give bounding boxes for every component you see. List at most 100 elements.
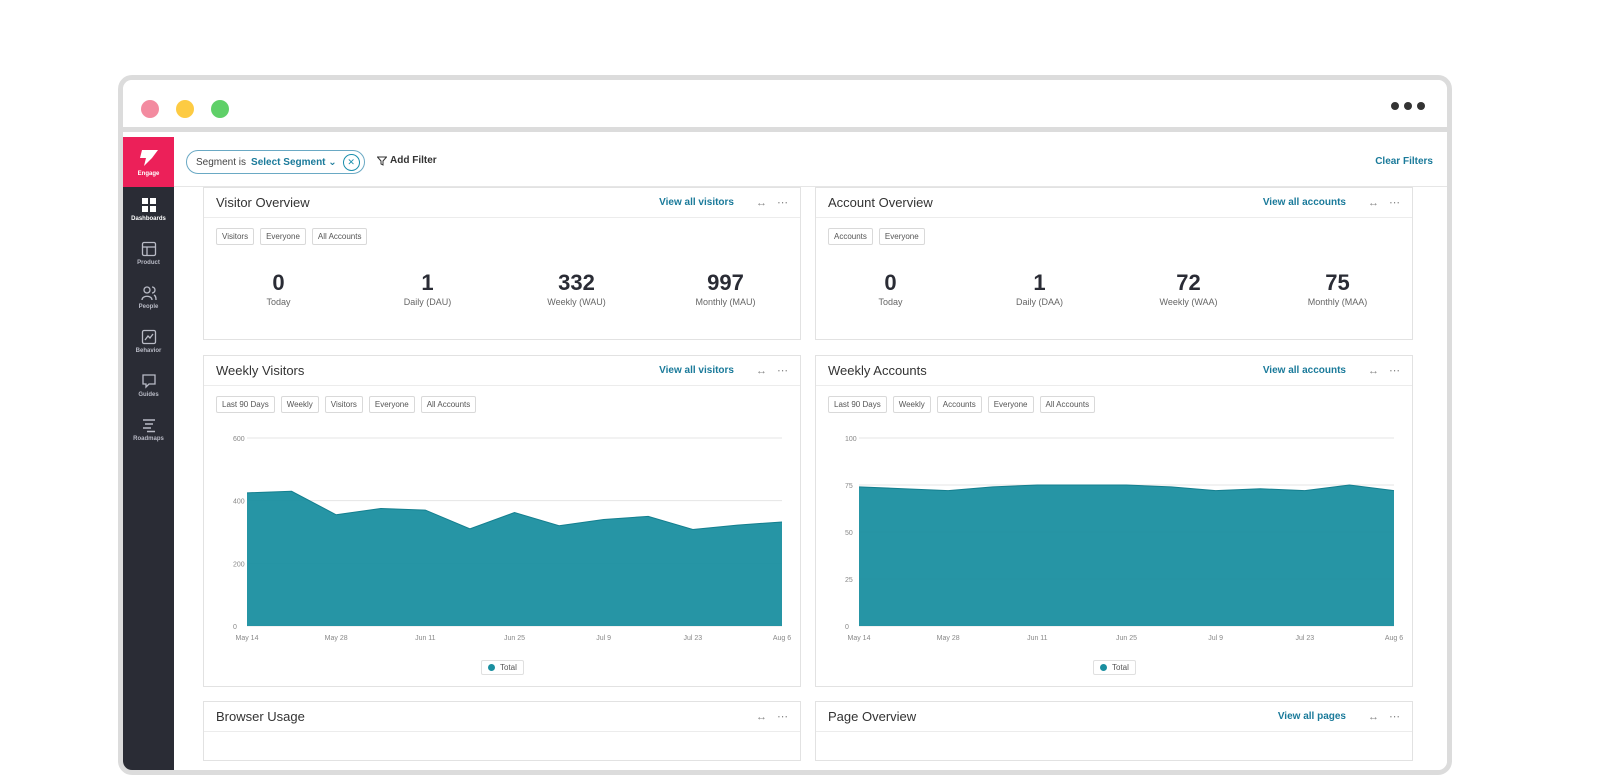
more-options-icon[interactable]: ⋯ (1389, 365, 1400, 377)
card-title: Page Overview (828, 709, 917, 724)
tag: Last 90 Days (216, 396, 275, 413)
x-tick-label: May 28 (325, 635, 348, 642)
page-overview-card: Page Overview View all pages ↔ ⋯ (815, 701, 1413, 761)
more-options-icon[interactable]: ⋯ (1389, 197, 1400, 209)
roadmaps-icon (142, 418, 155, 432)
card-title: Weekly Accounts (828, 363, 927, 378)
metric-value: 75 (1325, 270, 1350, 295)
filter-bar: Segment is Select Segment ⌄ ✕ Add Filter… (174, 137, 1447, 187)
y-tick-label: 50 (845, 530, 853, 537)
maximize-window-button[interactable] (211, 100, 229, 118)
series-area-total (247, 491, 782, 626)
add-filter-label: Add Filter (390, 155, 437, 166)
x-tick-label: Jul 9 (596, 635, 611, 642)
x-tick-label: Aug 6 (773, 635, 791, 642)
add-filter-button[interactable]: Add Filter (377, 155, 437, 166)
remove-segment-button[interactable]: ✕ (342, 153, 360, 171)
legend-marker (1100, 664, 1107, 671)
metric-value: 1 (1033, 270, 1046, 295)
expand-icon[interactable]: ↔ (1368, 710, 1379, 723)
view-all-visitors-link[interactable]: View all visitors (659, 365, 734, 376)
more-options-icon[interactable]: ⋯ (1389, 711, 1400, 723)
view-all-pages-link[interactable]: View all pages (1277, 711, 1346, 722)
view-all-accounts-link[interactable]: View all accounts (1262, 365, 1346, 376)
x-tick-label: Jun 11 (415, 635, 436, 642)
view-all-visitors-link[interactable]: View all visitors (659, 197, 734, 208)
sidebar-item-product[interactable]: Product (123, 231, 174, 275)
x-tick-label: Aug 6 (1385, 635, 1403, 642)
metric-monthly: 997 Monthly (MAU) (651, 270, 800, 308)
tag: Weekly (280, 396, 319, 413)
more-options-icon[interactable]: ⋯ (777, 197, 788, 209)
metric-label: Weekly (WAU) (547, 297, 606, 307)
metric-value: 72 (1176, 270, 1201, 295)
expand-icon[interactable]: ↔ (1368, 196, 1379, 209)
browser-window: Engage Dashboards Product People Behavio… (118, 75, 1452, 775)
select-segment-label: Select Segment (251, 156, 326, 168)
tag: All Accounts (311, 228, 368, 245)
legend-label: Total (500, 663, 517, 672)
card-header: Page Overview View all pages ↔ ⋯ (816, 702, 1412, 732)
filter-tags: Last 90 Days Weekly Visitors Everyone Al… (204, 386, 800, 413)
sidebar-item-behavior[interactable]: Behavior (123, 319, 174, 363)
card-header: Weekly Visitors View all visitors ↔ ⋯ (204, 356, 800, 386)
tag: All Accounts (420, 396, 477, 413)
card-header: Browser Usage ↔ ⋯ (204, 702, 800, 732)
weekly-visitors-chart: 0 200 400 600 May 14 May 28 Jun 11 Jun 25 Jul 9 J… (233, 436, 791, 642)
sidebar-item-label: Dashboards (131, 215, 166, 222)
metric-daily: 1 Daily (DAU) (353, 270, 502, 308)
tag: Weekly (892, 396, 931, 413)
sidebar-item-people[interactable]: People (123, 275, 174, 319)
series-area-total (859, 485, 1394, 626)
minimize-window-button[interactable] (176, 100, 194, 118)
legend-marker (488, 664, 495, 671)
clear-filters-link[interactable]: Clear Filters (1375, 156, 1433, 167)
tag: Accounts (828, 228, 873, 245)
weekly-accounts-card: Weekly Accounts View all accounts ↔ ⋯ La… (815, 355, 1413, 687)
card-title: Account Overview (828, 195, 933, 210)
metric-label: Today (266, 297, 291, 307)
chart-legend[interactable]: Total (481, 660, 524, 675)
filter-tags: Visitors Everyone All Accounts (204, 218, 800, 245)
sidebar-item-dashboards[interactable]: Dashboards (123, 187, 174, 231)
series-line-total (246, 490, 783, 531)
metric-label: Daily (DAU) (403, 297, 452, 307)
expand-icon[interactable]: ↔ (756, 196, 767, 209)
expand-icon[interactable]: ↔ (756, 710, 767, 723)
metric-weekly: 72 Weekly (WAA) (1114, 270, 1263, 308)
engage-logo-icon (139, 149, 158, 166)
sidebar-brand-engage[interactable]: Engage (123, 137, 174, 187)
sidebar-item-guides[interactable]: Guides (123, 363, 174, 407)
more-options-icon[interactable]: ⋯ (777, 365, 788, 377)
segment-filter-pill[interactable]: Segment is Select Segment ⌄ ✕ (186, 150, 365, 174)
y-tick-label: 0 (845, 624, 849, 631)
expand-icon[interactable]: ↔ (756, 364, 767, 377)
chart-legend[interactable]: Total (1093, 660, 1136, 675)
x-tick-label: Jun 11 (1027, 635, 1048, 642)
metric-weekly: 332 Weekly (WAU) (502, 271, 651, 308)
sidebar-item-label: Product (137, 259, 160, 266)
guides-icon (141, 373, 156, 389)
x-tick-label: May 28 (937, 635, 960, 642)
card-header: Weekly Accounts View all accounts ↔ ⋯ (816, 356, 1412, 386)
tag: Everyone (260, 228, 306, 245)
card-title: Browser Usage (216, 709, 305, 724)
expand-icon[interactable]: ↔ (1368, 364, 1379, 377)
card-header: Visitor Overview View all visitors ↔ ⋯ (204, 188, 800, 218)
metric-value: 0 (884, 270, 897, 295)
filter-tags: Accounts Everyone (816, 218, 1412, 245)
series-line-total (858, 484, 1395, 492)
view-all-accounts-link[interactable]: View all accounts (1262, 197, 1346, 208)
y-tick-label: 600 (233, 436, 245, 443)
tag: Everyone (878, 228, 925, 245)
metric-value: 997 (707, 270, 744, 295)
x-tick-label: May 14 (848, 635, 871, 642)
more-options-icon[interactable] (1391, 102, 1425, 110)
tag: Last 90 Days (828, 396, 887, 413)
select-segment-dropdown[interactable]: Select Segment ⌄ (251, 157, 337, 168)
dashboards-icon (141, 197, 156, 212)
metric-value: 1 (421, 270, 434, 295)
close-window-button[interactable] (141, 100, 159, 118)
more-options-icon[interactable]: ⋯ (777, 711, 788, 723)
sidebar-item-roadmaps[interactable]: Roadmaps (123, 407, 174, 451)
